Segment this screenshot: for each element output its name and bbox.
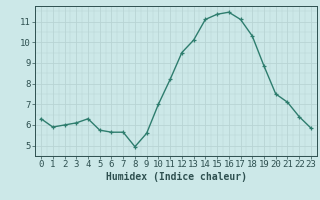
X-axis label: Humidex (Indice chaleur): Humidex (Indice chaleur)	[106, 172, 246, 182]
